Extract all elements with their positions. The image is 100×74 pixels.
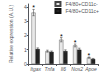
svg-text:Il6: Il6	[61, 66, 67, 72]
svg-text:Itgax: Itgax	[30, 66, 41, 72]
svg-text:*: *	[74, 39, 77, 46]
svg-text:4: 4	[24, 4, 27, 10]
svg-text:F4/80+CD11c+: F4/80+CD11c+	[65, 8, 99, 14]
svg-text:1: 1	[24, 47, 27, 53]
svg-text:*: *	[88, 52, 91, 59]
svg-text:3: 3	[24, 18, 27, 24]
svg-text:*: *	[60, 33, 63, 40]
svg-text:Tnfa: Tnfa	[44, 66, 54, 72]
svg-text:*: *	[32, 4, 35, 11]
svg-text:0: 0	[24, 61, 27, 67]
svg-text:2: 2	[24, 32, 27, 38]
svg-text:F4/80+CD11c-: F4/80+CD11c-	[65, 1, 98, 7]
svg-text:Relative expression (A.U.): Relative expression (A.U.)	[8, 5, 14, 63]
svg-text:Apoe: Apoe	[84, 66, 97, 72]
svg-text:Nos2: Nos2	[71, 66, 83, 72]
